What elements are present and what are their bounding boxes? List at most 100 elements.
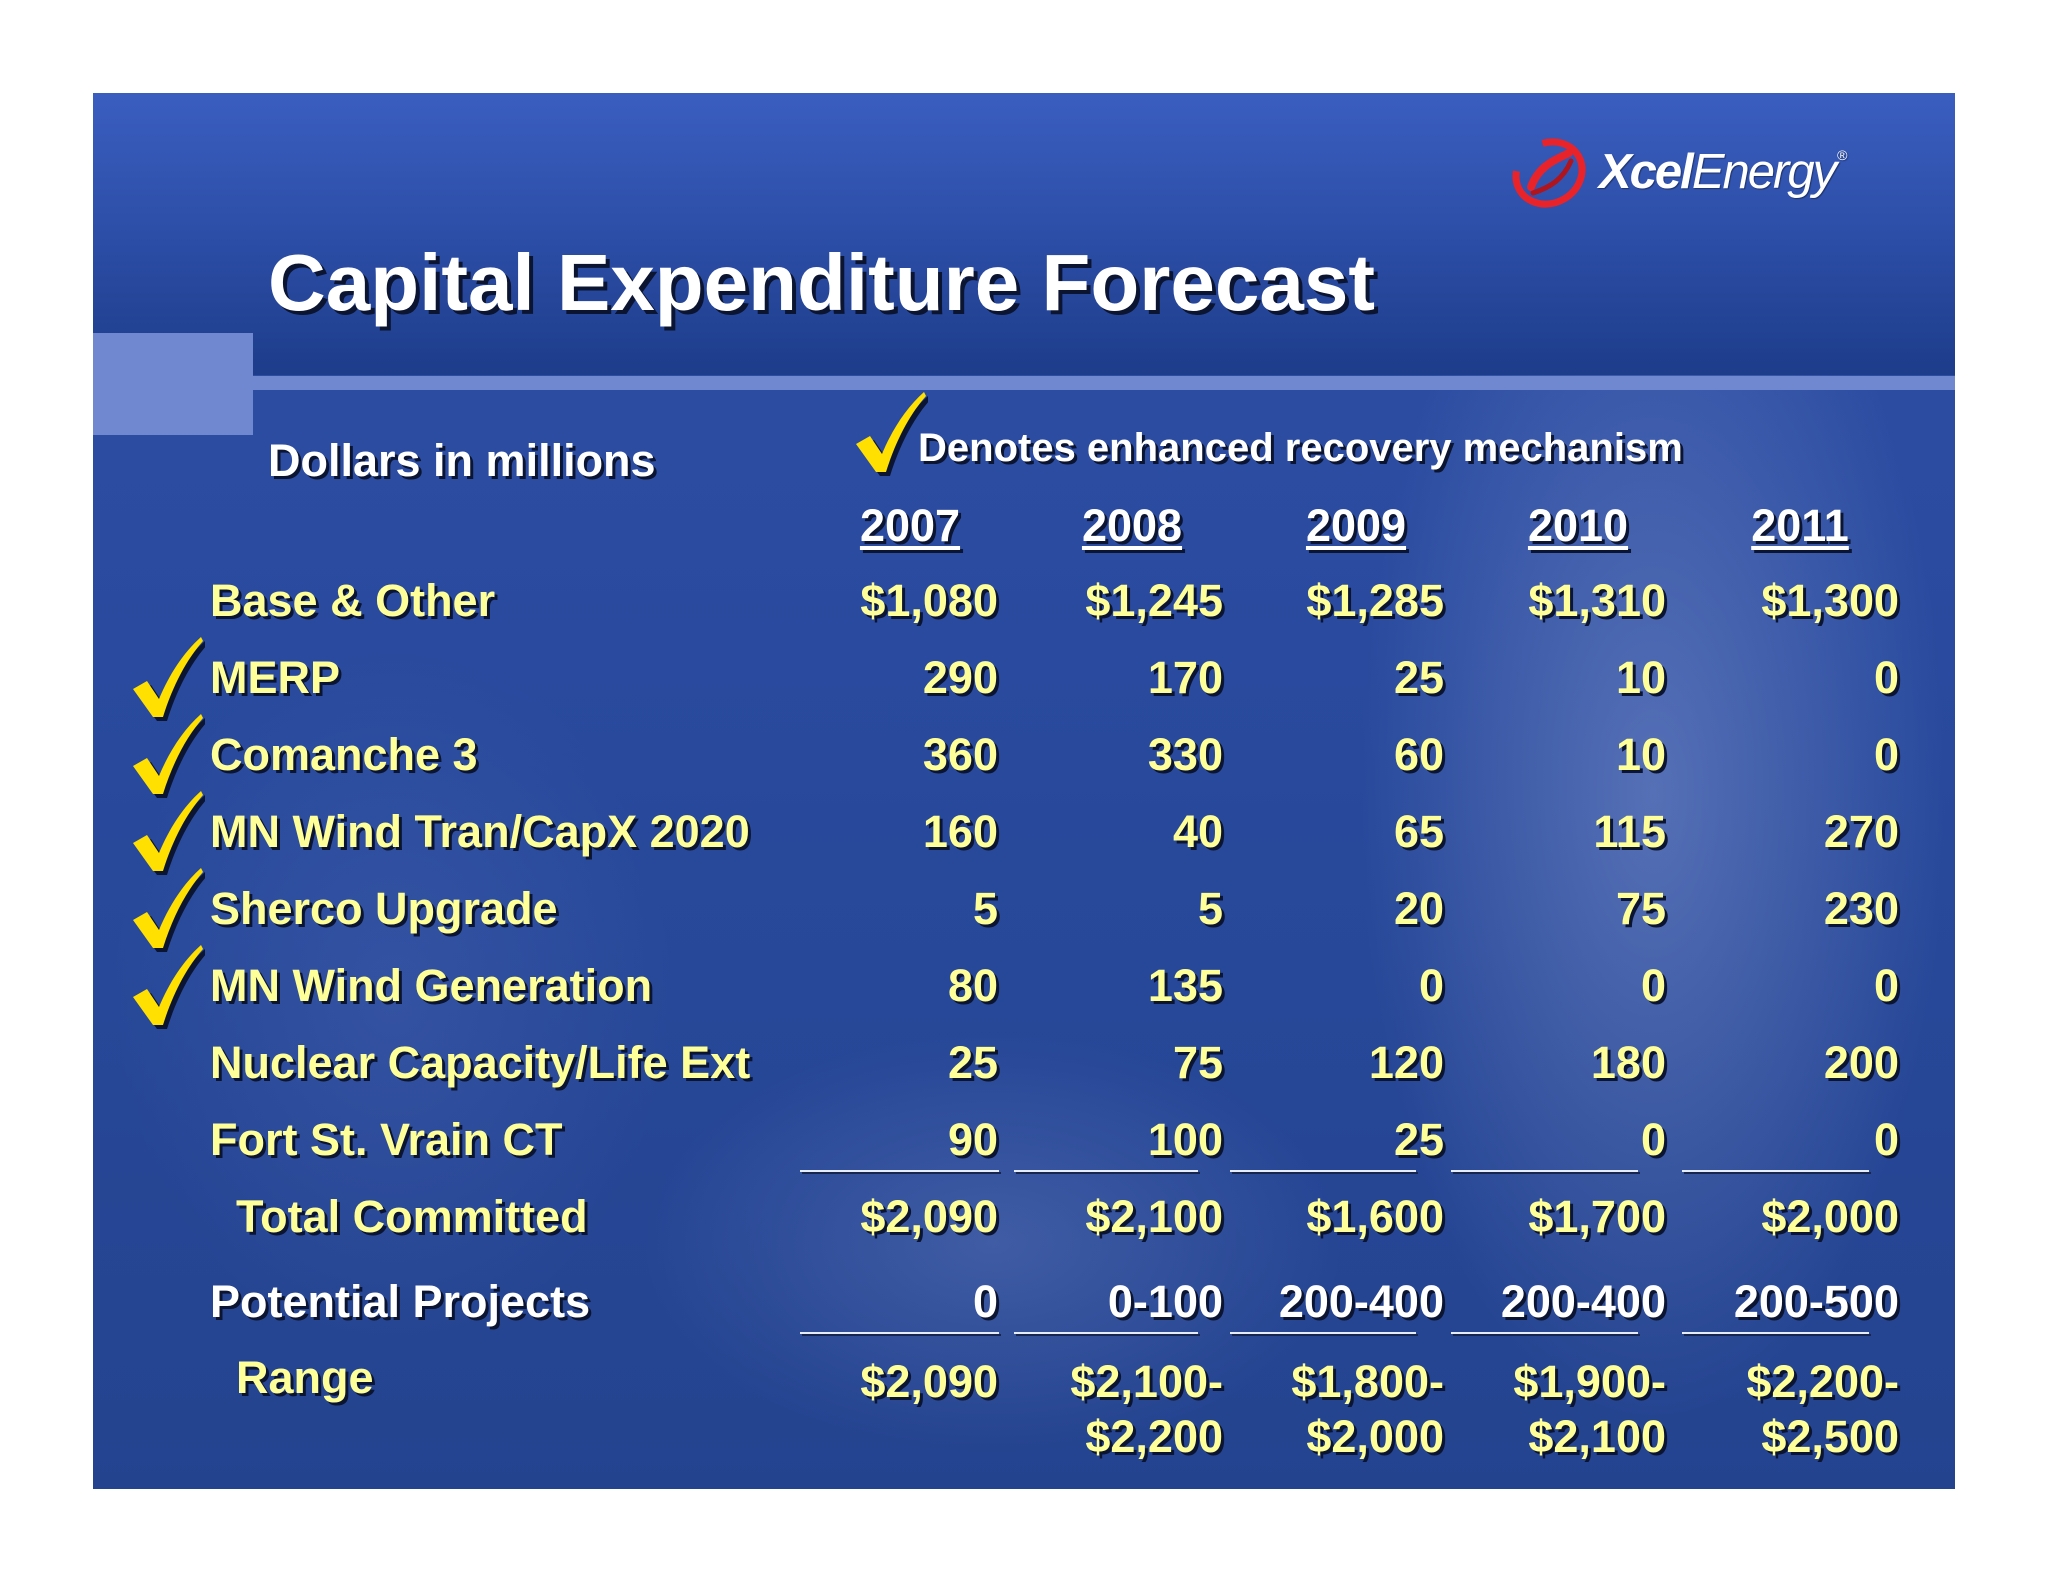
table-cell: 75 bbox=[1172, 1037, 1223, 1088]
accent-block bbox=[93, 333, 253, 435]
slide: XcelEnergy ® Capital Expenditure Forecast… bbox=[93, 93, 1955, 1489]
table-row: Nuclear Capacity/Life Ext 25 75 120 180 … bbox=[93, 1040, 1955, 1100]
table-cell: $2,100 bbox=[1085, 1191, 1223, 1242]
table-row: MERP 290 170 25 10 0 bbox=[93, 637, 1955, 721]
divider bbox=[1230, 1332, 1416, 1334]
table-cell: 0 bbox=[972, 1276, 998, 1327]
table-cell: 90 bbox=[947, 1114, 998, 1165]
table-cell: 0 bbox=[1873, 652, 1899, 703]
table-row: Base & Other $1,080 $1,245 $1,285 $1,310… bbox=[93, 578, 1955, 638]
xcel-energy-logo: XcelEnergy ® bbox=[1509, 137, 1847, 208]
divider bbox=[1016, 1172, 1200, 1174]
row-label: MERP bbox=[210, 652, 341, 703]
divider bbox=[800, 1332, 999, 1334]
table-cell: $2,090 bbox=[860, 1356, 998, 1407]
year-header: 2011 bbox=[1751, 500, 1849, 551]
range-row: Range $2,090 $2,100- $2,200 $1,800- $2,000… bbox=[93, 1355, 1955, 1475]
year-header: 2008 bbox=[1081, 500, 1183, 551]
table-cell: $1,800- $2,000 bbox=[1291, 1356, 1444, 1462]
table-cell: 5 bbox=[972, 883, 998, 934]
table-cell: 0 bbox=[1873, 729, 1899, 780]
table-cell: 20 bbox=[1393, 883, 1444, 934]
divider bbox=[1684, 1334, 1871, 1336]
table-cell: 40 bbox=[1172, 806, 1223, 857]
divider bbox=[1014, 1170, 1198, 1172]
divider bbox=[1016, 1334, 1200, 1336]
table-cell: 170 bbox=[1147, 652, 1223, 703]
row-label: Comanche 3 bbox=[210, 729, 478, 780]
table-cell: $1,285 bbox=[1306, 575, 1444, 626]
divider bbox=[1230, 1170, 1416, 1172]
year-header: 2010 bbox=[1527, 500, 1629, 551]
table-cell: $1,310 bbox=[1528, 575, 1666, 626]
table-cell: $1,900- $2,100 bbox=[1513, 1356, 1666, 1462]
table-cell: 135 bbox=[1147, 960, 1223, 1011]
table-cell: $1,300 bbox=[1761, 575, 1899, 626]
divider bbox=[1682, 1332, 1869, 1334]
total-committed-row: Total Committed $2,090 $2,100 $1,600 $1,… bbox=[93, 1194, 1955, 1254]
divider bbox=[1453, 1172, 1640, 1174]
row-label: MN Wind Generation bbox=[210, 960, 653, 1011]
table-row: MN Wind Generation 80 135 0 0 0 bbox=[93, 945, 1955, 1029]
table-cell: 10 bbox=[1615, 729, 1666, 780]
table-cell: 120 bbox=[1368, 1037, 1444, 1088]
table-cell: 330 bbox=[1147, 729, 1223, 780]
table-cell: 0 bbox=[1418, 960, 1444, 1011]
check-icon bbox=[133, 791, 205, 875]
table-cell: $2,000 bbox=[1761, 1191, 1899, 1242]
row-label: Range bbox=[236, 1352, 374, 1403]
table-cell: 10 bbox=[1615, 652, 1666, 703]
divider bbox=[1684, 1172, 1871, 1174]
table-cell: 0 bbox=[1873, 1114, 1899, 1165]
table-cell: 0 bbox=[1873, 960, 1899, 1011]
check-icon bbox=[133, 868, 205, 952]
table-cell: 65 bbox=[1393, 806, 1444, 857]
table-cell: 100 bbox=[1147, 1114, 1223, 1165]
page-title: Capital Expenditure Forecast bbox=[268, 238, 1375, 327]
divider bbox=[1014, 1332, 1198, 1334]
table-cell: 160 bbox=[922, 806, 998, 857]
divider bbox=[1451, 1170, 1638, 1172]
row-label: Potential Projects bbox=[210, 1276, 591, 1327]
table-cell: 200-400 bbox=[1500, 1276, 1666, 1327]
table-cell: $2,200- $2,500 bbox=[1746, 1356, 1899, 1462]
table-cell: 270 bbox=[1823, 806, 1899, 857]
row-label: Base & Other bbox=[210, 575, 496, 626]
table-cell: 230 bbox=[1823, 883, 1899, 934]
divider bbox=[1232, 1172, 1418, 1174]
check-icon bbox=[133, 945, 205, 1029]
table-row: Comanche 3 360 330 60 10 0 bbox=[93, 714, 1955, 798]
table-cell: 0 bbox=[1640, 960, 1666, 1011]
table-cell: 360 bbox=[922, 729, 998, 780]
table-cell: 75 bbox=[1615, 883, 1666, 934]
table-cell: 80 bbox=[947, 960, 998, 1011]
table-cell: $2,090 bbox=[860, 1191, 998, 1242]
divider bbox=[1451, 1332, 1638, 1334]
legend-text: Denotes enhanced recovery mechanism bbox=[918, 426, 1683, 470]
logo-wordmark: XcelEnergy ® bbox=[1599, 144, 1847, 199]
table-cell: 180 bbox=[1590, 1037, 1666, 1088]
table-cell: 25 bbox=[1393, 652, 1444, 703]
year-header: 2009 bbox=[1305, 500, 1407, 551]
table-row: Sherco Upgrade 5 5 20 75 230 bbox=[93, 868, 1955, 952]
table-cell: 115 bbox=[1593, 806, 1666, 857]
table-cell: 290 bbox=[922, 652, 998, 703]
divider bbox=[1682, 1170, 1869, 1172]
check-icon bbox=[856, 392, 928, 476]
logo-swirl-icon bbox=[1512, 138, 1586, 208]
divider bbox=[1232, 1334, 1418, 1336]
table-cell: 200 bbox=[1823, 1037, 1899, 1088]
table-cell: 25 bbox=[947, 1037, 998, 1088]
accent-bar bbox=[253, 376, 1955, 390]
divider bbox=[802, 1172, 1001, 1174]
row-label: MN Wind Tran/CapX 2020 bbox=[210, 806, 750, 857]
row-label: Total Committed bbox=[236, 1191, 588, 1242]
potential-projects-row: Potential Projects 0 0-100 200-400 200-4… bbox=[93, 1279, 1955, 1339]
table-cell: $1,600 bbox=[1306, 1191, 1444, 1242]
table-cell: 25 bbox=[1393, 1114, 1444, 1165]
check-icon bbox=[133, 637, 205, 721]
table-cell: 0 bbox=[1640, 1114, 1666, 1165]
divider bbox=[800, 1170, 999, 1172]
table-cell: $2,100- $2,200 bbox=[1070, 1356, 1223, 1462]
divider bbox=[802, 1334, 1001, 1336]
